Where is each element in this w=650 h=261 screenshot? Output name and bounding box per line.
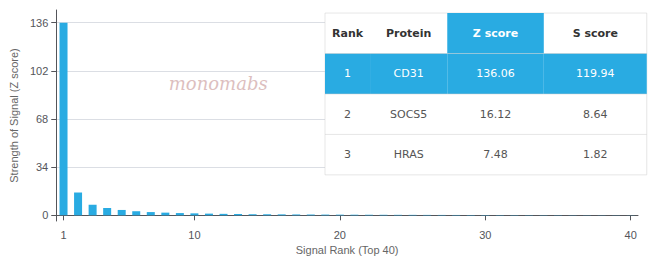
svg-text:10: 10: [188, 229, 200, 241]
svg-text:2: 2: [344, 108, 351, 121]
svg-text:119.94: 119.94: [576, 67, 615, 80]
svg-text:1: 1: [344, 67, 351, 80]
svg-text:monomabs: monomabs: [169, 73, 268, 94]
svg-text:Signal Rank (Top 40): Signal Rank (Top 40): [296, 244, 399, 256]
svg-text:136: 136: [30, 17, 48, 29]
svg-text:8.64: 8.64: [583, 108, 608, 121]
svg-text:0: 0: [42, 209, 48, 221]
svg-text:Rank: Rank: [332, 27, 364, 40]
svg-text:Protein: Protein: [386, 27, 431, 40]
svg-text:102: 102: [30, 65, 48, 77]
svg-text:30: 30: [479, 229, 491, 241]
svg-text:68: 68: [36, 113, 48, 125]
svg-text:34: 34: [36, 161, 48, 173]
svg-text:3: 3: [344, 148, 351, 161]
svg-text:1.82: 1.82: [583, 148, 608, 161]
svg-text:SOCS5: SOCS5: [390, 108, 427, 121]
svg-text:HRAS: HRAS: [394, 148, 424, 161]
svg-text:1: 1: [60, 229, 66, 241]
svg-text:7.48: 7.48: [483, 148, 508, 161]
svg-text:Strength of Signal (Z score): Strength of Signal (Z score): [8, 48, 20, 183]
svg-text:Z score: Z score: [473, 27, 518, 40]
svg-text:16.12: 16.12: [480, 108, 512, 121]
svg-text:CD31: CD31: [394, 67, 424, 80]
svg-text:40: 40: [625, 229, 637, 241]
svg-text:20: 20: [334, 229, 346, 241]
svg-text:S score: S score: [573, 27, 618, 40]
svg-text:136.06: 136.06: [476, 67, 515, 80]
